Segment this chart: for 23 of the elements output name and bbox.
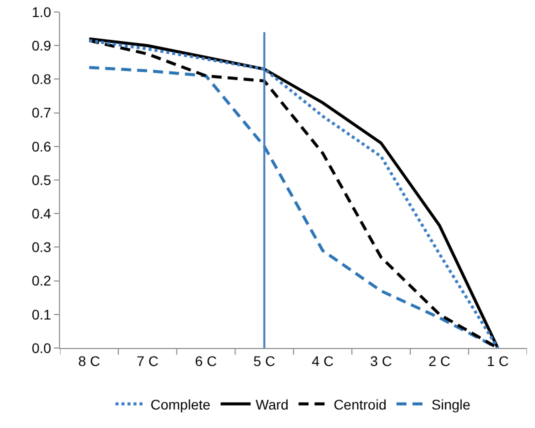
y-tick-label: 0.5 — [32, 172, 52, 188]
y-tick-label: 0.0 — [32, 340, 52, 356]
x-tick-label: 2 C — [428, 352, 450, 369]
legend-label: Centroid — [334, 396, 386, 412]
y-tick-label: 0.7 — [32, 104, 52, 121]
x-tick-label: 6 C — [195, 352, 217, 369]
legend-label: Single — [431, 396, 471, 412]
legend-label: Complete — [150, 396, 211, 412]
x-tick-label: 1 C — [486, 352, 509, 369]
x-tick-label: 7 C — [136, 352, 158, 369]
y-tick-label: 0.4 — [32, 206, 52, 222]
y-tick-label: 0.2 — [32, 272, 52, 289]
y-tick-label: 0.9 — [32, 38, 52, 54]
y-tick-label: 1.0 — [32, 4, 52, 20]
legend-label: Ward — [256, 396, 289, 412]
x-tick-label: 5 C — [253, 352, 276, 369]
x-tick-label: 4 C — [312, 352, 334, 369]
y-tick-label: 0.8 — [32, 71, 52, 88]
y-tick-label: 0.6 — [32, 138, 52, 154]
x-tick-label: 3 C — [370, 352, 392, 369]
y-tick-label: 0.3 — [32, 239, 52, 256]
y-tick-label: 0.1 — [32, 306, 52, 322]
x-tick-label: 8 C — [78, 352, 100, 369]
